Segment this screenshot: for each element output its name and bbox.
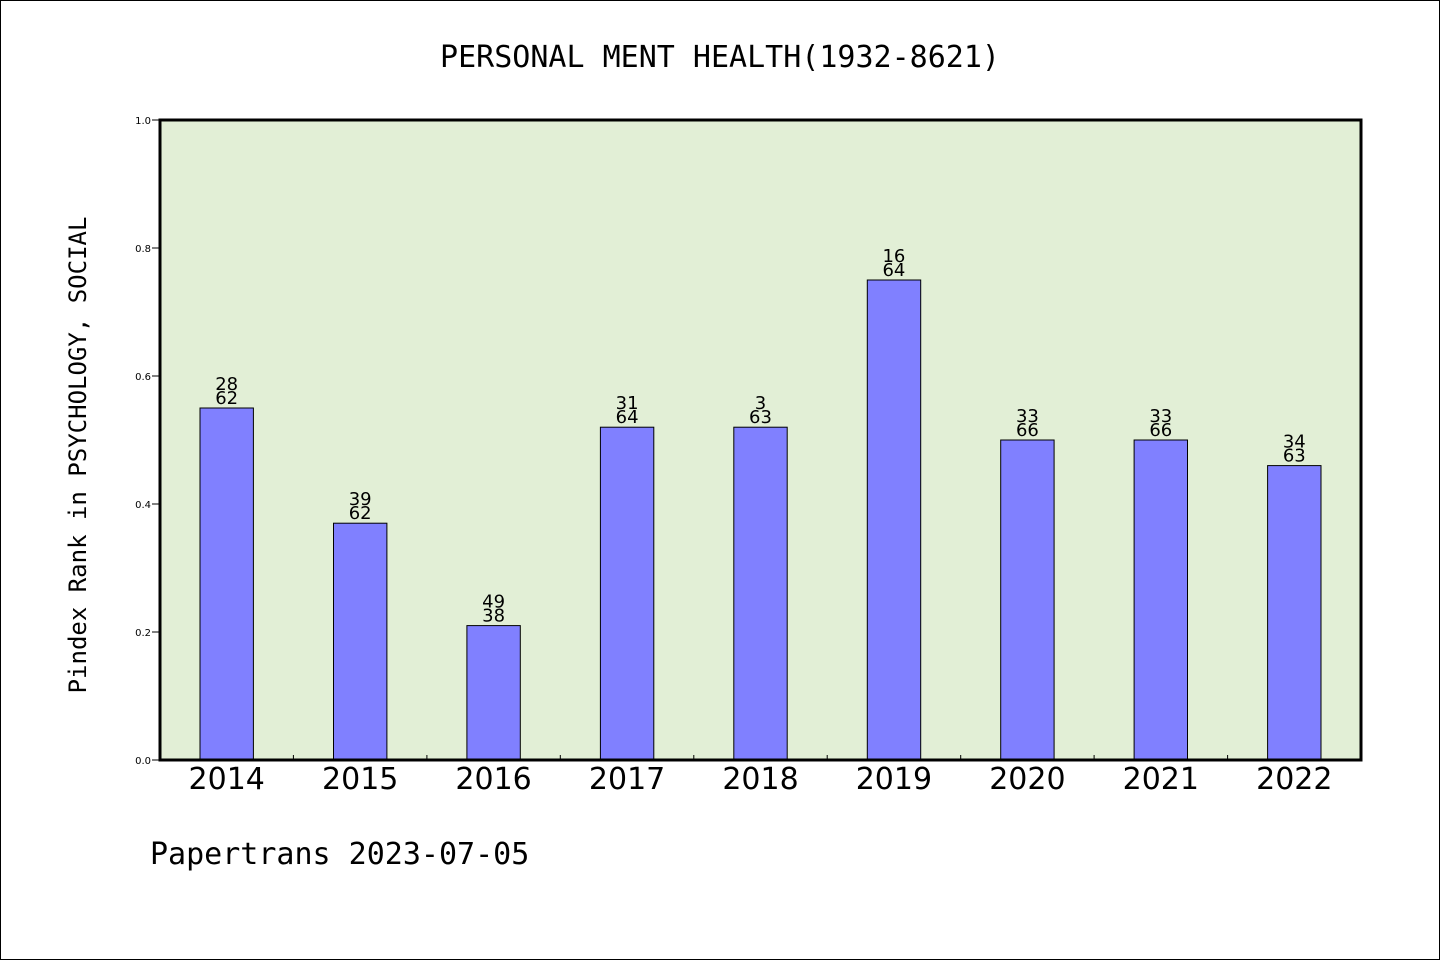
- bar-label-bottom-2022: 63: [1283, 446, 1306, 467]
- bar-2016: [466, 625, 521, 761]
- y-tick-label-0.6: 0.6: [135, 372, 151, 383]
- x-tick-label-2019: 2019: [856, 762, 932, 797]
- bar-label-top-2021: 33: [1149, 406, 1172, 427]
- footer-source-date: Papertrans 2023-07-05: [150, 837, 529, 872]
- bar-label-top-2022: 34: [1283, 432, 1306, 453]
- y-tick-label-0.0: 0.0: [135, 756, 151, 767]
- y-tick-label-0.2: 0.2: [135, 628, 151, 639]
- bar-label-top-2015: 39: [349, 489, 372, 510]
- x-tick-label-2017: 2017: [589, 762, 665, 797]
- y-tick-label-0.4: 0.4: [135, 500, 151, 511]
- bar-label-bottom-2017: 64: [616, 407, 639, 428]
- bar-2014: [199, 407, 254, 761]
- bar-label-top-2019: 16: [882, 246, 905, 267]
- x-tick-label-2020: 2020: [989, 762, 1065, 797]
- y-tick-label-0.8: 0.8: [135, 244, 151, 255]
- y-tick-label-1.0: 1.0: [135, 116, 151, 127]
- x-axis-ticks: 2014 2015 2016 2017 2018 2019 2020 2021 2022: [189, 755, 1332, 797]
- bar-label-top-2014: 28: [215, 374, 238, 395]
- x-tick-label-2022: 2022: [1256, 762, 1332, 797]
- bar-label-bottom-2018: 63: [749, 407, 772, 428]
- bar-label-bottom-2020: 66: [1016, 420, 1039, 441]
- bar-2022: [1267, 465, 1322, 761]
- bar-label-bottom-2015: 62: [349, 503, 372, 524]
- plot-border: [158, 118, 1363, 762]
- bar-2019: [866, 279, 922, 761]
- y-axis-label: Pindex Rank in PSYCHOLOGY, SOCIAL: [64, 217, 92, 694]
- x-tick-label-2014: 2014: [189, 762, 265, 797]
- y-axis-ticks: 0.0 0.2 0.4 0.6 0.8 1.0: [135, 116, 160, 767]
- bar-label-top-2017: 31: [616, 393, 639, 414]
- bar-label-top-2016: 49: [482, 592, 505, 613]
- bar-label-top-2018: 3: [755, 393, 766, 414]
- bars-group: [199, 279, 1322, 761]
- bar-label-bottom-2014: 62: [215, 388, 238, 409]
- x-tick-label-2021: 2021: [1123, 762, 1199, 797]
- bar-2017: [599, 426, 655, 761]
- x-tick-label-2016: 2016: [455, 762, 531, 797]
- x-tick-label-2018: 2018: [722, 762, 798, 797]
- bar-2015: [333, 522, 388, 761]
- bar-2021: [1133, 439, 1188, 761]
- bar-2020: [1000, 439, 1055, 761]
- bar-label-top-2020: 33: [1016, 406, 1039, 427]
- bar-label-bottom-2016: 38: [482, 606, 505, 627]
- x-tick-label-2015: 2015: [322, 762, 398, 797]
- bar-label-bottom-2019: 64: [882, 260, 905, 281]
- bar-label-bottom-2021: 66: [1149, 420, 1172, 441]
- bar-2018: [733, 426, 788, 761]
- chart-title: PERSONAL MENT HEALTH(1932-8621): [440, 40, 1000, 75]
